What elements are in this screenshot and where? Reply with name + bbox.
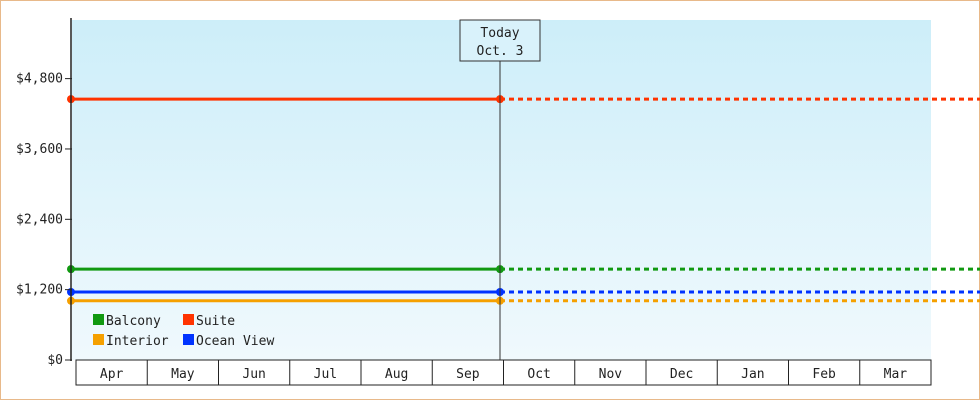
x-tick-label-oct: Oct <box>527 367 550 382</box>
x-tick-label-sep: Sep <box>456 367 480 382</box>
x-tick-label-jul: Jul <box>314 367 337 382</box>
legend-label-balcony: Balcony <box>106 314 161 329</box>
legend-swatch-suite <box>183 314 194 325</box>
legend-swatch-interior <box>93 334 104 345</box>
x-tick-label-nov: Nov <box>599 367 623 382</box>
legend-label-interior: Interior <box>106 334 169 349</box>
x-tick-label-dec: Dec <box>670 367 693 382</box>
x-tick-label-may: May <box>171 367 195 382</box>
y-tick-label: $1,200 <box>16 283 63 298</box>
y-tick-label: $0 <box>47 353 63 368</box>
y-tick-label: $3,600 <box>16 142 63 157</box>
x-tick-label-apr: Apr <box>100 367 124 382</box>
x-tick-label-jun: Jun <box>242 367 265 382</box>
today-marker-label: Today <box>480 26 519 41</box>
legend-label-suite: Suite <box>196 314 235 329</box>
x-tick-label-mar: Mar <box>884 367 908 382</box>
legend-label-ocean-view: Ocean View <box>196 334 274 349</box>
x-tick-label-feb: Feb <box>812 367 836 382</box>
x-tick-label-aug: Aug <box>385 367 408 382</box>
today-marker-box <box>459 19 541 62</box>
today-marker-date: Oct. 3 <box>477 44 524 59</box>
plot-area <box>72 20 931 360</box>
x-tick-label-jan: Jan <box>741 367 764 382</box>
y-tick-label: $4,800 <box>16 72 63 87</box>
legend-swatch-balcony <box>93 314 104 325</box>
legend-swatch-ocean-view <box>183 334 194 345</box>
y-tick-label: $2,400 <box>16 212 63 227</box>
